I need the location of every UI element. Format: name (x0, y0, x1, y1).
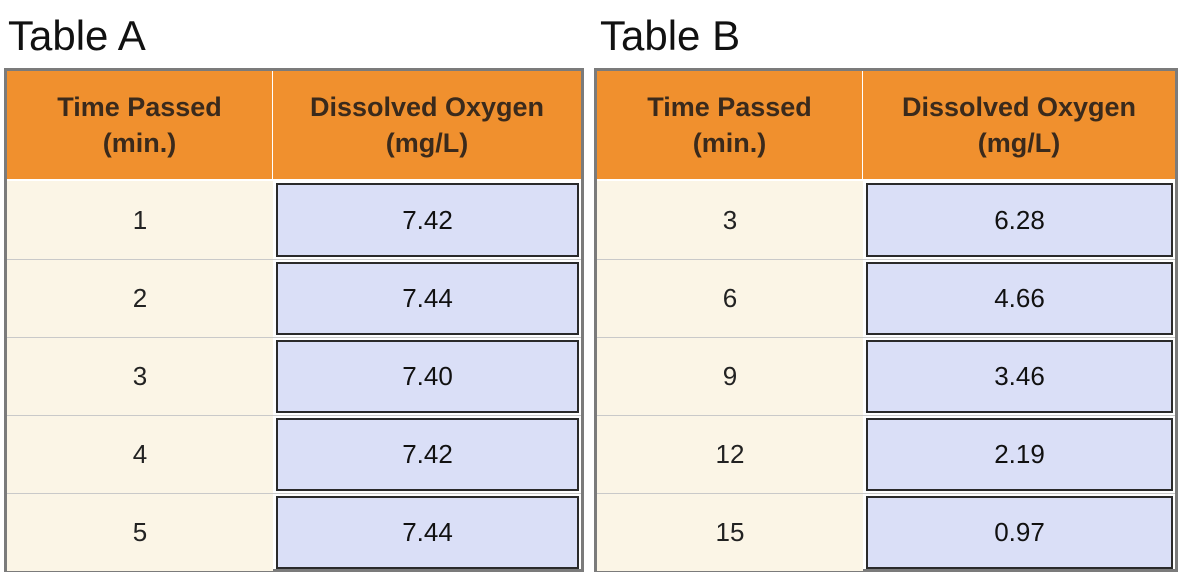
table-a-title: Table A (8, 12, 146, 59)
time-cell: 5 (7, 494, 273, 571)
oxygen-cell: 7.44 (276, 496, 579, 569)
time-passed-header: Time Passed (min.) (7, 71, 273, 179)
oxygen-cell: 7.42 (276, 418, 579, 491)
oxygen-cell: 6.28 (866, 183, 1173, 257)
table-b-title: Table B (600, 12, 741, 59)
table-row: 4 7.42 (7, 415, 581, 493)
header-row: Time Passed (min.) Dissolved Oxygen (mg/… (597, 71, 1175, 181)
header-label: Dissolved Oxygen (901, 92, 1137, 122)
table-row: 3 6.28 (597, 181, 1175, 259)
table-row: 5 7.44 (7, 493, 581, 571)
oxygen-cell: 7.40 (276, 340, 579, 413)
table-row: 9 3.46 (597, 337, 1175, 415)
table-row: 12 2.19 (597, 415, 1175, 493)
time-cell: 4 (7, 416, 273, 493)
header-unit: (min.) (102, 128, 177, 158)
header-label: Time Passed (57, 92, 222, 122)
header-label: Time Passed (647, 92, 812, 122)
oxygen-cell: 7.42 (276, 183, 579, 257)
oxygen-cell: 7.44 (276, 262, 579, 335)
time-cell: 6 (597, 260, 863, 337)
time-cell: 2 (7, 260, 273, 337)
time-cell: 9 (597, 338, 863, 415)
header-unit: (mg/L) (977, 128, 1061, 158)
header-unit: (mg/L) (385, 128, 469, 158)
oxygen-cell: 0.97 (866, 496, 1173, 569)
header-row: Time Passed (min.) Dissolved Oxygen (mg/… (7, 71, 581, 181)
table-row: 3 7.40 (7, 337, 581, 415)
time-cell: 3 (597, 181, 863, 259)
table-row: 2 7.44 (7, 259, 581, 337)
dissolved-oxygen-header: Dissolved Oxygen (mg/L) (863, 71, 1175, 179)
oxygen-cell: 4.66 (866, 262, 1173, 335)
time-cell: 12 (597, 416, 863, 493)
table-b: Time Passed (min.) Dissolved Oxygen (mg/… (594, 68, 1178, 572)
dissolved-oxygen-header: Dissolved Oxygen (mg/L) (273, 71, 581, 179)
header-label: Dissolved Oxygen (309, 92, 545, 122)
time-cell: 15 (597, 494, 863, 571)
table-row: 6 4.66 (597, 259, 1175, 337)
oxygen-cell: 2.19 (866, 418, 1173, 491)
time-cell: 1 (7, 181, 273, 259)
oxygen-cell: 3.46 (866, 340, 1173, 413)
time-cell: 3 (7, 338, 273, 415)
header-unit: (min.) (692, 128, 767, 158)
table-a: Time Passed (min.) Dissolved Oxygen (mg/… (4, 68, 584, 572)
table-row: 15 0.97 (597, 493, 1175, 571)
time-passed-header: Time Passed (min.) (597, 71, 863, 179)
table-row: 1 7.42 (7, 181, 581, 259)
